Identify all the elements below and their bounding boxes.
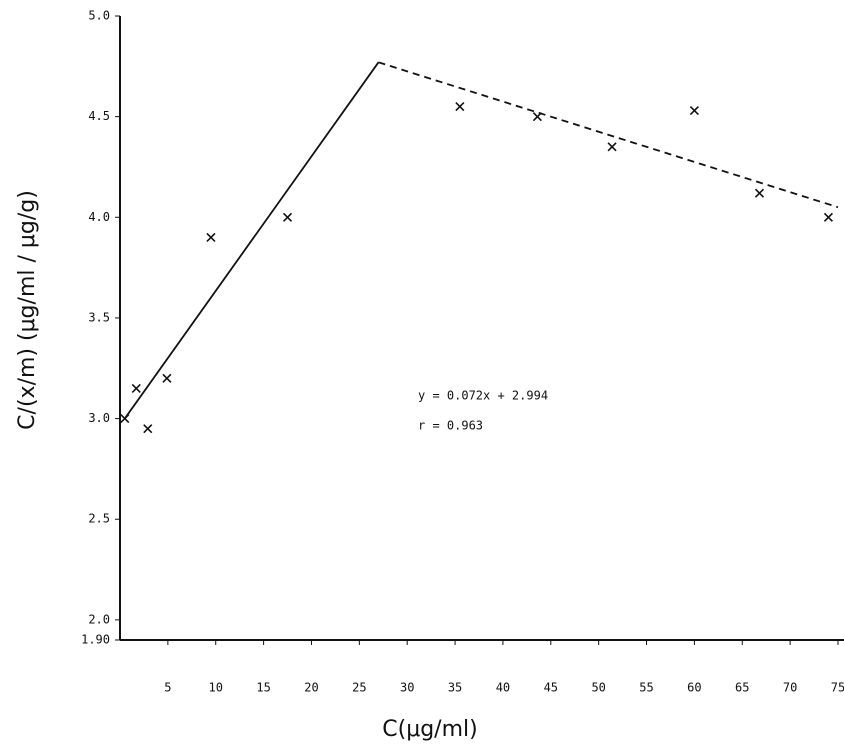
- chart: C(μg/ml) C/(x/m) (μg/ml / μg/g) y = 0.07…: [0, 0, 844, 755]
- x-tick-label: 65: [735, 681, 749, 695]
- x-tick-label: 50: [591, 681, 605, 695]
- y-tick-label: 4.5: [88, 109, 110, 123]
- x-tick-label: 15: [256, 681, 270, 695]
- point: [121, 415, 129, 423]
- point: [163, 374, 171, 382]
- x-tick-label: 60: [687, 681, 701, 695]
- point: [608, 143, 616, 151]
- y-tick-label: 3.5: [88, 310, 110, 324]
- fit-line: [378, 62, 838, 207]
- x-tick-label: 10: [209, 681, 223, 695]
- y-axis-label: C/(x/m) (μg/ml / μg/g): [15, 190, 40, 430]
- fit-line: [125, 62, 379, 418]
- y-tick-label: 2.5: [88, 512, 110, 526]
- y-tick-label: 2.0: [88, 612, 110, 626]
- point: [456, 103, 464, 111]
- y-tick-label: 4.0: [88, 210, 110, 224]
- point: [824, 213, 832, 221]
- point: [690, 107, 698, 115]
- x-tick-label: 35: [448, 681, 462, 695]
- x-tick-label: 25: [352, 681, 366, 695]
- x-tick-label: 45: [544, 681, 558, 695]
- x-tick-label: 30: [400, 681, 414, 695]
- point: [144, 425, 152, 433]
- x-tick-label: 55: [639, 681, 653, 695]
- x-tick-label: 20: [304, 681, 318, 695]
- y-tick-label: 1.90: [81, 633, 110, 647]
- point: [533, 113, 541, 121]
- y-tick-label: 3.0: [88, 411, 110, 425]
- point: [284, 213, 292, 221]
- x-tick-label: 75: [831, 681, 844, 695]
- equation: y = 0.072x + 2.994: [418, 389, 548, 403]
- x-tick-label: 70: [783, 681, 797, 695]
- correlation: r = 0.963: [418, 419, 483, 433]
- point: [755, 189, 763, 197]
- x-tick-label: 5: [164, 681, 171, 695]
- x-axis-label: C(μg/ml): [382, 717, 477, 742]
- x-tick-label: 40: [496, 681, 510, 695]
- point: [132, 384, 140, 392]
- y-tick-label: 5.0: [88, 9, 110, 23]
- point: [207, 233, 215, 241]
